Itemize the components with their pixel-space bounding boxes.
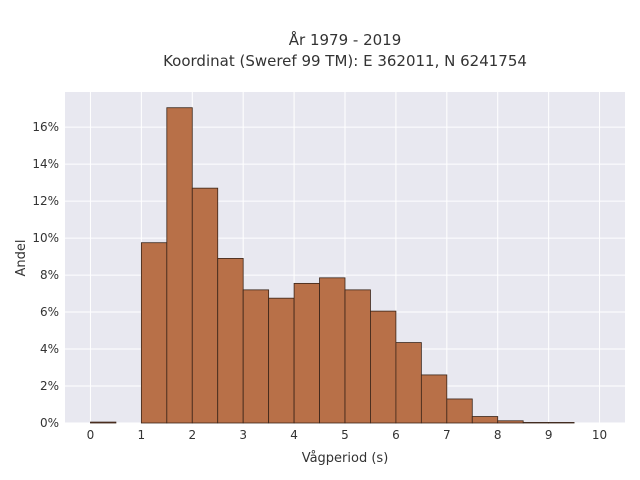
histogram-bar bbox=[268, 297, 295, 424]
histogram-bar bbox=[242, 289, 270, 424]
x-tick-label: 6 bbox=[392, 428, 400, 442]
x-tick-label: 5 bbox=[341, 428, 349, 442]
chart-title-line1: År 1979 - 2019 bbox=[289, 30, 402, 49]
histogram-bar bbox=[293, 282, 320, 424]
x-tick-label: 1 bbox=[138, 428, 146, 442]
histogram-bar bbox=[471, 416, 499, 424]
histogram-bar bbox=[191, 187, 219, 424]
histogram-bar bbox=[420, 374, 448, 424]
x-tick-label: 9 bbox=[545, 428, 553, 442]
histogram-bar bbox=[319, 277, 346, 424]
y-tick-label: 2% bbox=[40, 379, 59, 393]
y-tick-label: 8% bbox=[40, 268, 59, 282]
histogram-bar bbox=[446, 398, 473, 424]
x-tick-label: 4 bbox=[290, 428, 298, 442]
histogram-bar bbox=[166, 107, 193, 424]
histogram-bar bbox=[370, 310, 397, 424]
x-tick-label: 7 bbox=[443, 428, 451, 442]
x-tick-label: 10 bbox=[592, 428, 607, 442]
x-tick-label: 2 bbox=[188, 428, 196, 442]
chart-title-line2: Koordinat (Sweref 99 TM): E 362011, N 62… bbox=[163, 52, 527, 70]
y-tick-label: 14% bbox=[32, 157, 59, 171]
y-tick-labels: 0% 2% 4% 6% 8% 10% 12% 14% 16% bbox=[32, 120, 59, 430]
x-axis-label: Vågperiod (s) bbox=[302, 451, 389, 466]
y-tick-label: 10% bbox=[32, 231, 59, 245]
y-tick-label: 0% bbox=[40, 416, 59, 430]
y-tick-label: 6% bbox=[40, 305, 59, 319]
y-tick-label: 12% bbox=[32, 194, 59, 208]
x-tick-labels: 0 1 2 3 4 5 6 7 8 9 10 bbox=[87, 428, 608, 442]
histogram-bar bbox=[497, 420, 524, 424]
y-tick-label: 4% bbox=[40, 342, 59, 356]
histogram-bar bbox=[344, 289, 371, 424]
x-tick-label: 8 bbox=[494, 428, 502, 442]
x-tick-label: 0 bbox=[87, 428, 95, 442]
bars bbox=[90, 107, 575, 424]
histogram-bar bbox=[140, 242, 168, 424]
histogram-bar bbox=[548, 422, 575, 424]
histogram-bar bbox=[217, 258, 244, 424]
histogram-bar bbox=[522, 422, 550, 424]
histogram-bar bbox=[395, 342, 422, 424]
x-tick-label: 3 bbox=[239, 428, 247, 442]
histogram-bar bbox=[90, 421, 117, 424]
y-tick-label: 16% bbox=[32, 120, 59, 134]
y-axis-label: Andel bbox=[14, 240, 29, 277]
